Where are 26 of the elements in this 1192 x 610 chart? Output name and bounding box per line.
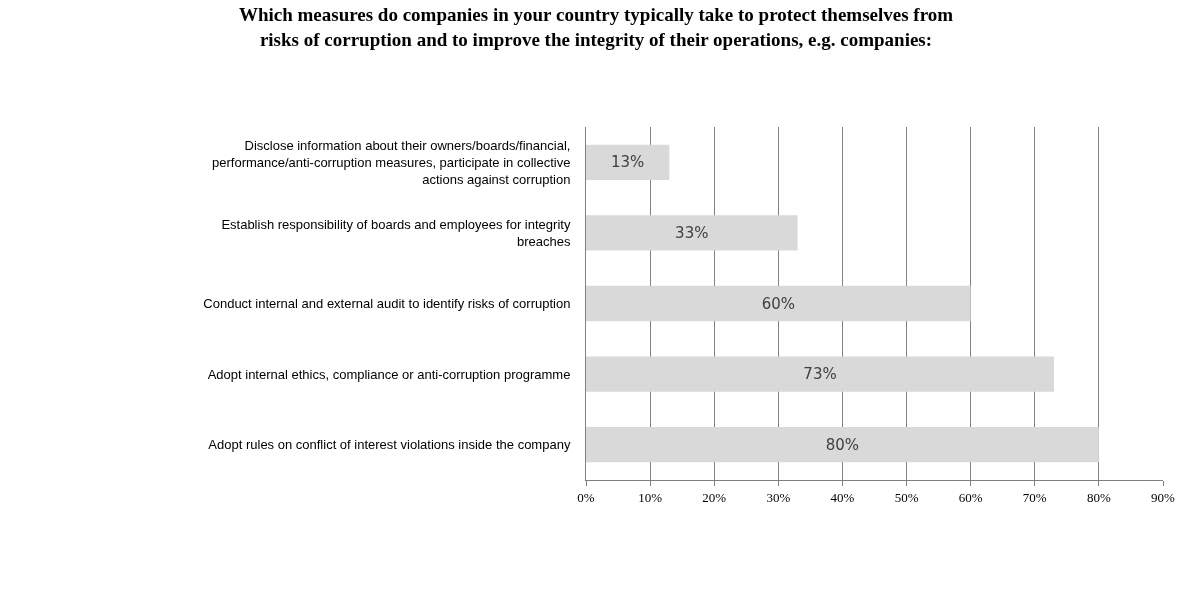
x-tick-label: 20% — [702, 489, 727, 505]
data-label: 73% — [803, 365, 837, 384]
x-tick-label: 90% — [1151, 489, 1176, 505]
y-tick-label: Disclose information about their owners/boards/financial, performance/anti-corruption measures, participate in collective actions against corruption — [212, 137, 571, 187]
x-tick-label: 70% — [1022, 489, 1047, 505]
bar — [586, 215, 798, 251]
bar — [586, 285, 971, 322]
bar — [586, 356, 1055, 392]
data-label: 80% — [825, 435, 860, 454]
x-tick-label: 40% — [830, 489, 855, 505]
x-tick-label: 50% — [894, 489, 919, 505]
y-tick-label: Adopt rules on conflict of interest violations inside the company — [208, 437, 571, 453]
y-tick-label: Conduct internal and external audit to identify risks of corruption — [203, 296, 571, 312]
x-tick-label: 30% — [766, 489, 791, 505]
data-label: 60% — [761, 294, 796, 313]
x-tick-label: 0% — [577, 489, 595, 505]
data-label: 33% — [675, 223, 709, 242]
chart-title: Which measures do companies in your country typically take to protect themselves from risks of corruption and to improve the integrity of their operations, e.g. companies: — [238, 4, 954, 51]
bar — [586, 144, 670, 180]
x-tick-label: 80% — [1086, 489, 1111, 505]
y-tick-label: Establish responsibility of boards and employees for integrity breaches — [221, 217, 571, 249]
data-label: 13% — [611, 153, 645, 172]
x-tick-label: 60% — [958, 489, 983, 505]
bar — [586, 427, 1099, 463]
x-tick-label: 10% — [638, 489, 663, 505]
y-tick-label: Adopt internal ethics, compliance or anti-corruption programme — [207, 366, 571, 382]
